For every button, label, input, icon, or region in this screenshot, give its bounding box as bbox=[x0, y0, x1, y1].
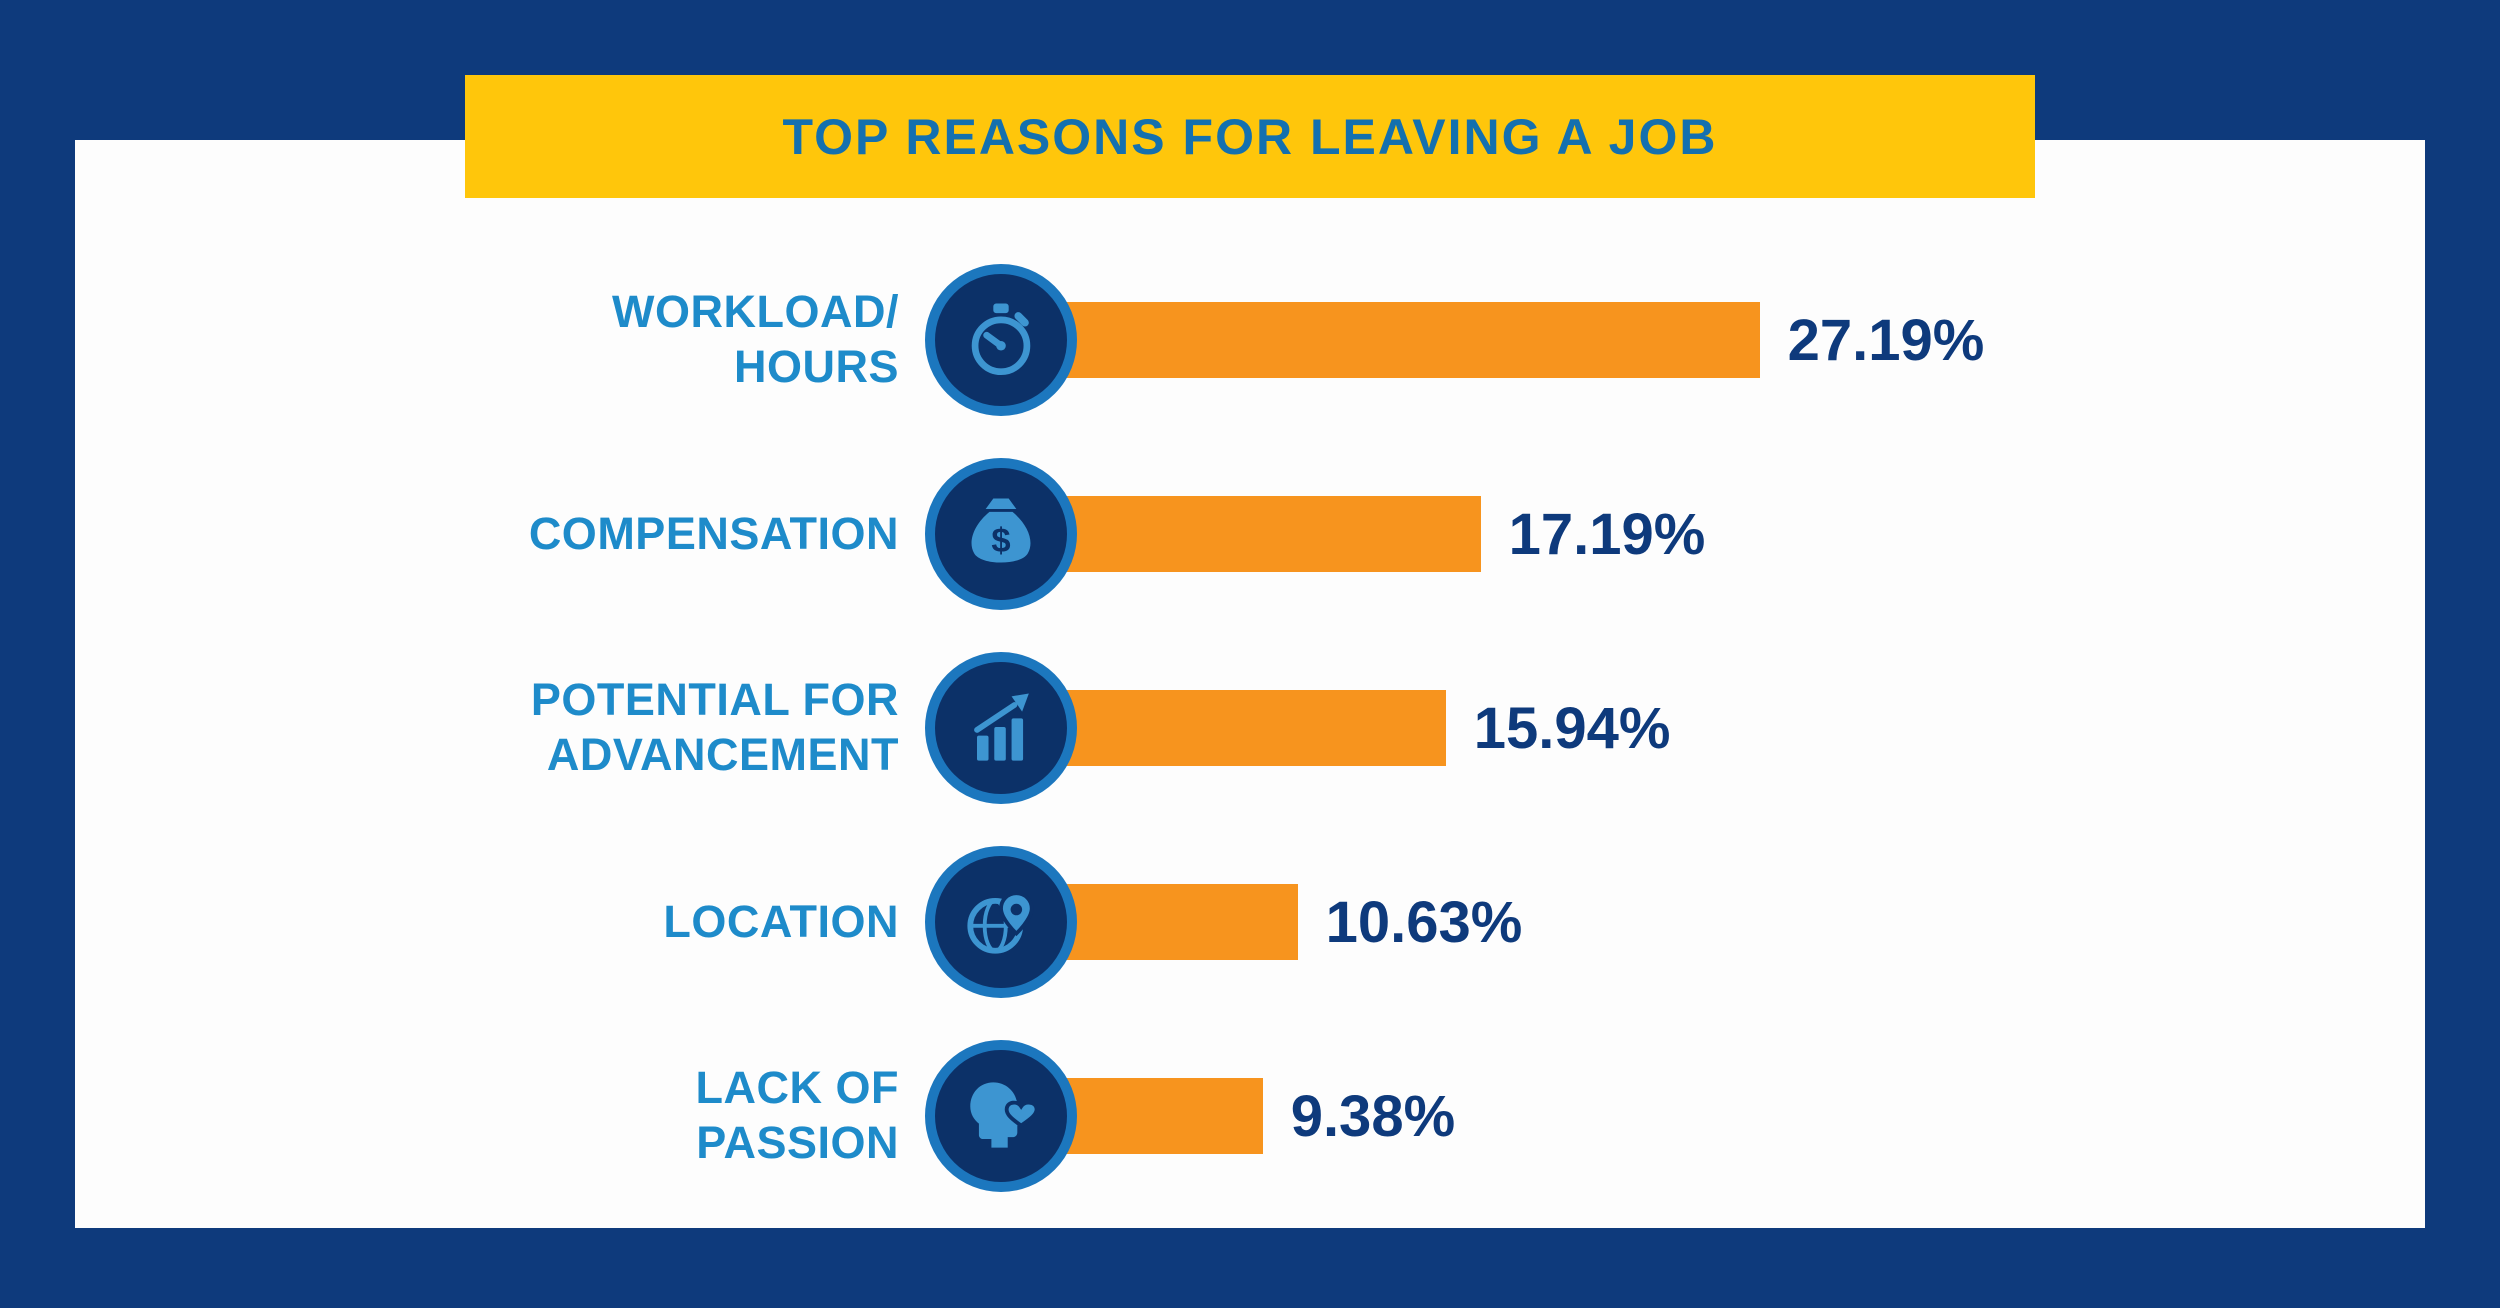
row-label: LOCATION bbox=[663, 895, 899, 947]
chart-row: POTENTIAL FOR ADVANCEMENT 15.94% bbox=[280, 631, 2425, 825]
chart-row: WORKLOAD/ HOURS 27.19% bbox=[280, 243, 2425, 437]
row-label: WORKLOAD/ HOURS bbox=[612, 286, 899, 392]
head-heart-icon bbox=[925, 1040, 1077, 1192]
growth-chart-icon bbox=[925, 652, 1077, 804]
row-label: POTENTIAL FOR ADVANCEMENT bbox=[530, 674, 899, 780]
chart-title: TOP REASONS FOR LEAVING A JOB bbox=[782, 108, 1718, 165]
value-bar bbox=[1001, 302, 1760, 378]
value-label: 17.19% bbox=[1508, 501, 1706, 567]
value-bar bbox=[1001, 496, 1481, 572]
value-label: 10.63% bbox=[1325, 889, 1523, 955]
value-label: 27.19% bbox=[1787, 307, 1985, 373]
money-bag-icon: $ bbox=[925, 458, 1077, 610]
bar-area: 9.38% bbox=[1001, 1040, 2425, 1192]
bar-area: 15.94% bbox=[1001, 652, 2425, 804]
globe-pin-icon bbox=[925, 846, 1077, 998]
chart-row: LOCATION 10.63% bbox=[280, 825, 2425, 1019]
svg-text:$: $ bbox=[991, 522, 1010, 560]
bar-chart: WORKLOAD/ HOURS 27.19% COMPENSATION bbox=[280, 243, 2425, 1213]
chart-row: COMPENSATION $ 17.19% bbox=[280, 437, 2425, 631]
value-label: 9.38% bbox=[1290, 1083, 1456, 1149]
bar-area: 10.63% bbox=[1001, 846, 2425, 998]
title-banner: TOP REASONS FOR LEAVING A JOB bbox=[465, 75, 2035, 198]
stopwatch-icon bbox=[925, 264, 1077, 416]
row-label: LACK OF PASSION bbox=[695, 1062, 899, 1168]
bar-area: 17.19% bbox=[1001, 458, 2425, 610]
row-label: COMPENSATION bbox=[528, 507, 899, 559]
chart-row: LACK OF PASSION 9.38% bbox=[280, 1019, 2425, 1213]
bar-area: 27.19% bbox=[1001, 264, 2425, 416]
value-label: 15.94% bbox=[1473, 695, 1671, 761]
